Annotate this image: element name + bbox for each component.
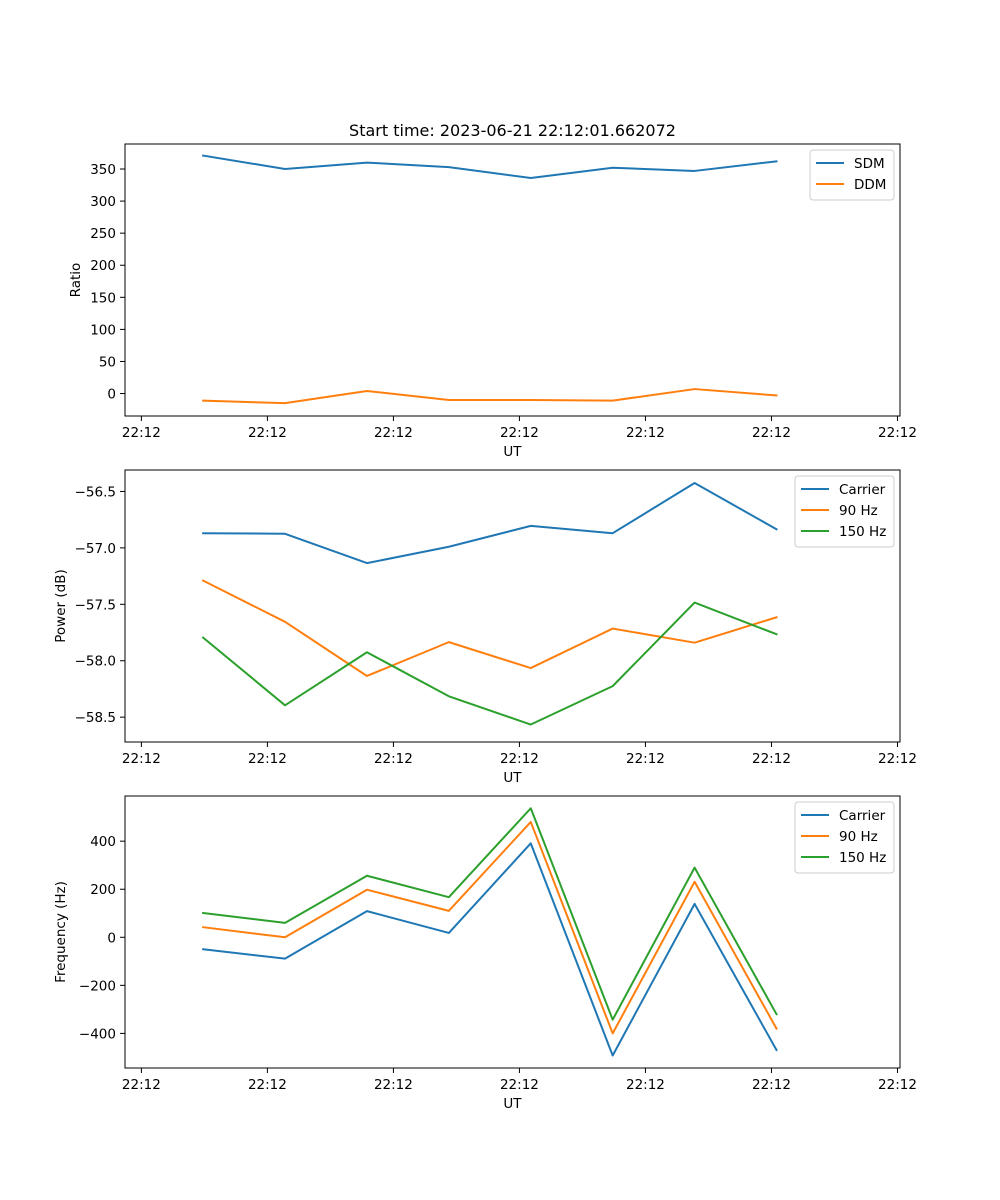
y-tick-label: −58.5 — [75, 710, 116, 726]
chart-panel-1: 22:1222:1222:1222:1222:1222:1222:1222:13… — [68, 143, 917, 460]
x-tick-label: 22:12 — [248, 1077, 287, 1093]
y-axis-label: Frequency (Hz) — [53, 881, 69, 983]
legend-label: Carrier — [839, 482, 886, 498]
y-tick-label: −56.5 — [75, 484, 116, 500]
series-line-90-hz — [201, 579, 778, 677]
x-tick-label: 22:12 — [374, 751, 413, 767]
legend-label: SDM — [854, 156, 885, 172]
y-tick-label: 0 — [107, 930, 116, 946]
y-tick-label: −57.0 — [75, 541, 116, 557]
x-tick-label: 22:12 — [500, 425, 539, 441]
x-tick-label: 22:12 — [626, 425, 665, 441]
x-tick-label: 22:12 — [500, 751, 539, 767]
y-tick-label: 150 — [90, 290, 116, 306]
series-line-carrier — [202, 481, 778, 565]
x-tick-label: 22:12 — [878, 425, 917, 441]
legend-label: 90 Hz — [839, 503, 878, 519]
y-tick-label: 250 — [90, 226, 116, 242]
chart-panel-2: 22:1222:1222:1222:1222:1222:1222:1222:13… — [53, 469, 917, 786]
chart-panel-3: 22:1222:1222:1222:1222:1222:1222:1222:13… — [53, 795, 917, 1112]
y-tick-label: 100 — [90, 322, 116, 338]
x-tick-label: 22:12 — [752, 751, 791, 767]
x-tick-label: 22:12 — [626, 751, 665, 767]
y-axis-label: Ratio — [68, 263, 84, 298]
x-tick-label: 22:12 — [626, 1077, 665, 1093]
legend-box — [794, 801, 895, 874]
y-tick-label: 200 — [90, 258, 116, 274]
legend-label: Carrier — [839, 808, 886, 824]
x-tick-label: 22:12 — [248, 425, 287, 441]
x-tick-label: 22:12 — [374, 1077, 413, 1093]
legend-label: 150 Hz — [839, 850, 886, 866]
series-line-150-hz — [202, 807, 778, 1021]
y-tick-label: 350 — [90, 162, 116, 178]
y-tick-label: 0 — [107, 387, 116, 403]
y-axis-label: Power (dB) — [53, 569, 69, 642]
legend-label: 150 Hz — [839, 524, 886, 540]
y-tick-label: 200 — [90, 882, 116, 898]
legend-box — [794, 475, 895, 548]
x-tick-label: 22:12 — [122, 1077, 161, 1093]
x-tick-label: 22:12 — [752, 425, 791, 441]
x-tick-label: 22:12 — [500, 1077, 539, 1093]
y-tick-label: −57.5 — [75, 597, 116, 613]
legend: Carrier 90 Hz 150 Hz — [794, 475, 895, 548]
x-tick-label: 22:12 — [878, 751, 917, 767]
plot-frame — [124, 469, 901, 743]
x-axis-label: UT — [503, 444, 522, 460]
legend: Carrier 90 Hz 150 Hz — [794, 801, 895, 874]
x-axis-label: UT — [503, 770, 522, 786]
series-line-ddm — [202, 388, 778, 405]
legend-label: 90 Hz — [839, 829, 878, 845]
y-tick-label: 50 — [99, 354, 116, 370]
x-tick-label: 22:12 — [752, 1077, 791, 1093]
plot-frame — [124, 143, 901, 417]
series-line-carrier — [202, 842, 778, 1057]
x-tick-label: 22:12 — [122, 425, 161, 441]
x-tick-label: 22:12 — [878, 1077, 917, 1093]
series-line-90-hz — [202, 820, 778, 1035]
chart-title: Start time: 2023-06-21 22:12:01.662072 — [349, 121, 676, 140]
y-tick-label: 400 — [90, 834, 116, 850]
y-tick-label: −400 — [79, 1026, 116, 1042]
series-line-150-hz — [201, 601, 778, 726]
x-tick-label: 22:12 — [122, 751, 161, 767]
y-tick-label: −58.0 — [75, 654, 116, 670]
x-tick-label: 22:12 — [248, 751, 287, 767]
series-line-sdm — [201, 154, 778, 179]
x-axis-label: UT — [503, 1096, 522, 1112]
x-tick-label: 22:12 — [374, 425, 413, 441]
legend: SDM DDM — [809, 149, 895, 201]
legend-label: DDM — [854, 177, 886, 193]
y-tick-label: 300 — [90, 194, 116, 210]
plot-frame — [124, 795, 901, 1069]
y-tick-label: −200 — [79, 978, 116, 994]
